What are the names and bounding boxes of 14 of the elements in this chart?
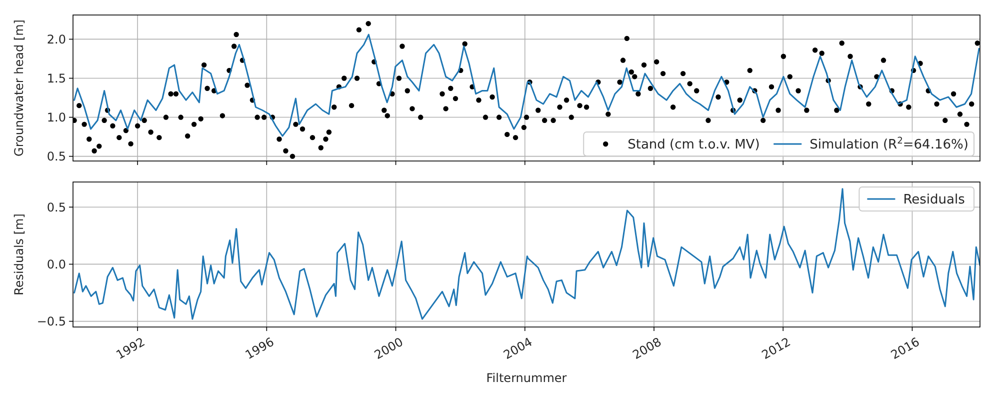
legend-label: Simulation (R$^{2}$=64.16%) bbox=[810, 136, 968, 152]
y-tick-label: −0.5 bbox=[36, 314, 66, 328]
y-tick-label: 0.0 bbox=[46, 257, 66, 272]
y-axis-title: Residuals [m] bbox=[12, 214, 26, 296]
y-axis-title: Groundwater head [m] bbox=[12, 20, 26, 156]
y-tick-label: 0.5 bbox=[46, 200, 66, 214]
y-tick-label: 0.5 bbox=[46, 150, 66, 164]
y-tick-label: 2.0 bbox=[46, 32, 66, 46]
line-series bbox=[74, 188, 980, 320]
y-tick-label: 1.5 bbox=[46, 71, 66, 86]
y-tick-label: 1.0 bbox=[46, 110, 66, 124]
legend-label: Residuals bbox=[903, 192, 966, 208]
x-axis-title: Filternummer bbox=[486, 371, 567, 385]
legend-label: Stand (cm t.o.v. MV) bbox=[628, 138, 760, 152]
